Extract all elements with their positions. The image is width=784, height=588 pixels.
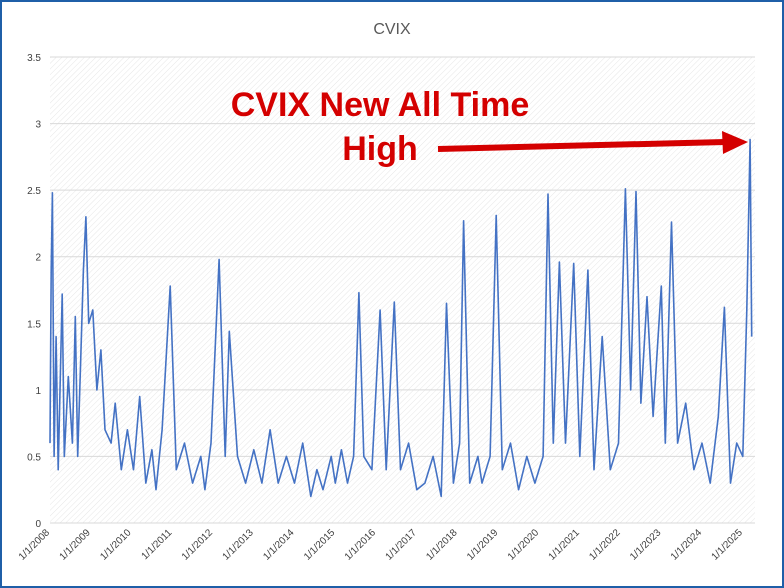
y-tick-label: 0.5 [27,452,41,463]
x-tick-label: 1/1/2011 [140,527,175,562]
x-tick-label: 1/1/2022 [587,527,623,563]
x-tick-label: 1/1/2015 [302,527,338,563]
x-tick-label: 1/1/2020 [506,527,542,563]
x-tick-label: 1/1/2009 [58,527,94,563]
x-tick-label: 1/1/2025 [710,527,746,563]
y-tick-label: 3 [35,120,41,131]
chart-title: CVIX [373,21,411,38]
y-axis: 0 0.5 1 1.5 2 2.5 3 3.5 [27,53,41,530]
series-line-0 [49,138,753,498]
annotation-arrowhead-icon [722,131,748,154]
x-tick-label: 1/1/2024 [669,527,705,563]
x-tick-label: 1/1/2012 [180,527,216,563]
x-tick-label: 1/1/2023 [628,527,664,563]
x-tick-label: 1/1/2018 [424,527,460,563]
y-tick-label: 2.5 [27,186,41,197]
annotation-line2: High [342,130,418,168]
y-tick-label: 2 [35,253,41,264]
x-tick-label: 1/1/2016 [343,527,379,563]
y-tick-label: 0 [35,519,41,530]
x-tick-label: 1/1/2021 [547,527,583,563]
x-tick-label: 1/1/2010 [98,527,134,563]
plot-area [50,57,755,523]
x-tick-label: 1/1/2019 [465,527,501,563]
y-tick-label: 3.5 [27,53,41,64]
series-layer [49,138,753,498]
y-tick-label: 1.5 [27,319,41,330]
x-tick-label: 1/1/2008 [17,527,53,563]
x-tick-label: 1/1/2013 [221,527,257,563]
y-tick-label: 1 [35,386,41,397]
gridlines [50,56,755,524]
annotation-arrow-shaft [437,139,726,152]
x-tick-label: 1/1/2017 [384,527,420,563]
x-tick-label: 1/1/2014 [261,527,297,563]
annotation-line1: CVIX New All Time [231,86,530,124]
x-axis: 1/1/2008 1/1/2009 1/1/2010 1/1/2011 1/1/2012… [17,527,745,563]
